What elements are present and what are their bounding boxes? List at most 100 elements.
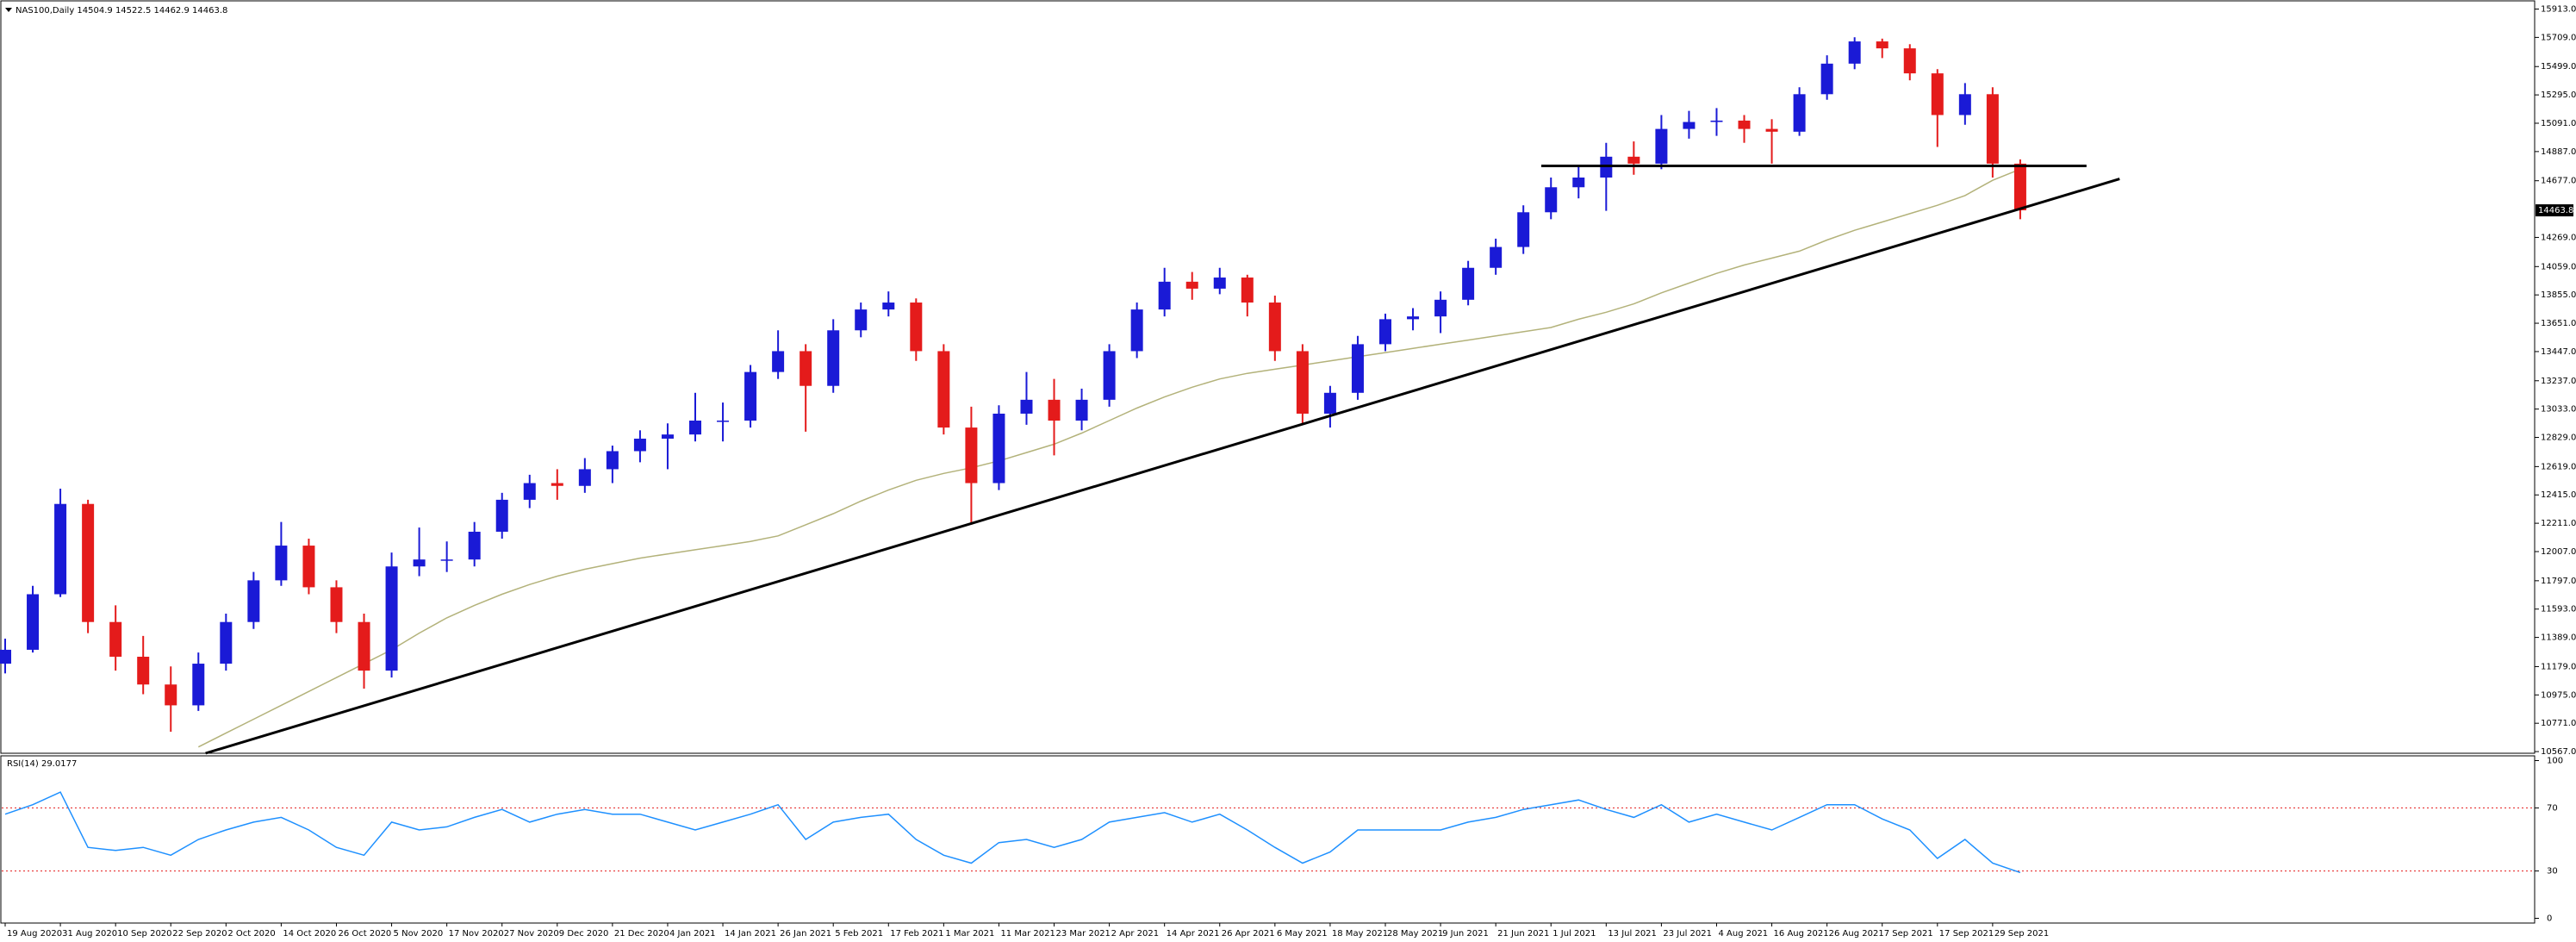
y-tick-label: 14269.0 (2541, 233, 2576, 242)
x-tick-label: 1 Jul 2021 (1552, 929, 1596, 939)
candle-body (1655, 128, 1668, 164)
y-tick-label: 12619.0 (2541, 462, 2576, 471)
candle-body (1903, 48, 1916, 74)
candle-body (1738, 120, 1751, 129)
y-tick-label: 15709.0 (2541, 33, 2576, 42)
candle-body (468, 531, 481, 560)
candle-body (1351, 344, 1364, 393)
candle-body (1793, 94, 1806, 132)
x-tick-label: 2 Oct 2020 (227, 929, 275, 939)
x-tick-label: 28 May 2021 (1387, 929, 1443, 939)
y-tick-label: 13237.0 (2541, 377, 2576, 386)
x-tick-label: 29 Sep 2021 (1994, 929, 2049, 939)
x-tick-label: 4 Jan 2021 (669, 929, 716, 939)
candle-body (910, 303, 923, 352)
rsi-tick-label: 30 (2547, 867, 2558, 876)
y-tick-label: 13651.0 (2541, 319, 2576, 328)
y-tick-label: 11797.0 (2541, 577, 2576, 586)
y-tick-label: 12415.0 (2541, 490, 2576, 500)
last-price-label: 14463.8 (2538, 206, 2573, 215)
candle-body (744, 371, 757, 421)
candle-body (1627, 156, 1640, 164)
x-tick-label: 18 May 2021 (1332, 929, 1388, 939)
candle-body (937, 351, 950, 428)
x-tick-label: 4 Aug 2021 (1718, 929, 1768, 939)
x-tick-label: 21 Dec 2020 (614, 929, 669, 939)
y-tick-label: 13447.0 (2541, 347, 2576, 357)
candle-body (882, 303, 895, 310)
rsi-tick-label: 100 (2547, 756, 2563, 765)
candle-body (717, 421, 730, 422)
y-tick-label: 13855.0 (2541, 290, 2576, 300)
x-tick-label: 2 Apr 2021 (1111, 929, 1159, 939)
candle-body (413, 559, 426, 567)
x-tick-label: 22 Sep 2020 (172, 929, 227, 939)
candle-body (1517, 212, 1530, 247)
candle-body (192, 664, 205, 706)
x-tick-label: 17 Feb 2021 (890, 929, 943, 939)
chart-header: NAS100,Daily 14504.9 14522.5 14462.9 144… (16, 6, 227, 16)
candle-body (1572, 177, 1585, 188)
candle-body (1185, 281, 1198, 289)
x-tick-label: 26 Aug 2021 (1829, 929, 1884, 939)
candle-body (54, 503, 67, 595)
candle-body (358, 621, 370, 671)
candle-body (1268, 303, 1281, 352)
candle-body (82, 503, 95, 622)
candle-body (689, 421, 701, 435)
x-tick-label: 19 Aug 2020 (7, 929, 62, 939)
x-tick-label: 16 Aug 2021 (1774, 929, 1829, 939)
x-tick-label: 23 Jul 2021 (1663, 929, 1712, 939)
x-tick-label: 10 Sep 2020 (117, 929, 171, 939)
candle-body (1075, 399, 1088, 421)
y-tick-label: 11389.0 (2541, 633, 2576, 643)
candle-body (633, 438, 646, 452)
candle-body (1407, 316, 1420, 320)
x-tick-label: 26 Apr 2021 (1222, 929, 1275, 939)
x-tick-label: 31 Aug 2020 (62, 929, 117, 939)
candle-body (1490, 246, 1503, 268)
x-tick-label: 6 May 2021 (1277, 929, 1328, 939)
candle-body (992, 413, 1005, 483)
main-pane-frame (0, 0, 2536, 754)
candle-body (855, 309, 868, 331)
candle-body (800, 351, 812, 386)
rsi-pane-frame (0, 755, 2536, 924)
candle-body (1296, 351, 1309, 414)
candle-body (247, 580, 260, 622)
candle-body (1876, 41, 1888, 49)
candle-body (1820, 63, 1833, 95)
x-tick-label: 14 Apr 2021 (1167, 929, 1220, 939)
candle-body (772, 351, 785, 372)
x-tick-label: 1 Mar 2021 (945, 929, 994, 939)
x-tick-label: 17 Nov 2020 (449, 929, 504, 939)
y-tick-label: 11593.0 (2541, 605, 2576, 614)
candle-body (1103, 351, 1116, 400)
candle-body (302, 546, 315, 588)
y-tick-label: 10975.0 (2541, 690, 2576, 700)
x-tick-label: 9 Jun 2021 (1442, 929, 1489, 939)
candle-body (27, 594, 40, 650)
candle-body (0, 649, 11, 664)
trendline (205, 178, 2120, 755)
candle-body (275, 546, 288, 581)
x-tick-label: 7 Sep 2021 (1884, 929, 1933, 939)
candle-body (1462, 267, 1475, 300)
candle-body (109, 621, 122, 657)
candle-body (606, 451, 619, 470)
candle-body (1130, 309, 1143, 352)
candle-body (1931, 73, 1944, 115)
candle-body (2013, 163, 2026, 211)
candle-body (1434, 299, 1447, 317)
candle-body (965, 427, 978, 483)
y-tick-label: 12211.0 (2541, 519, 2576, 528)
x-tick-label: 14 Oct 2020 (283, 929, 336, 939)
y-tick-label: 15295.0 (2541, 90, 2576, 100)
candle-body (1048, 399, 1061, 421)
y-tick-label: 12007.0 (2541, 547, 2576, 557)
menu-arrow[interactable] (5, 8, 12, 12)
y-tick-label: 10567.0 (2541, 747, 2576, 757)
candle-body (1986, 94, 1999, 164)
candle-body (1958, 94, 1971, 115)
